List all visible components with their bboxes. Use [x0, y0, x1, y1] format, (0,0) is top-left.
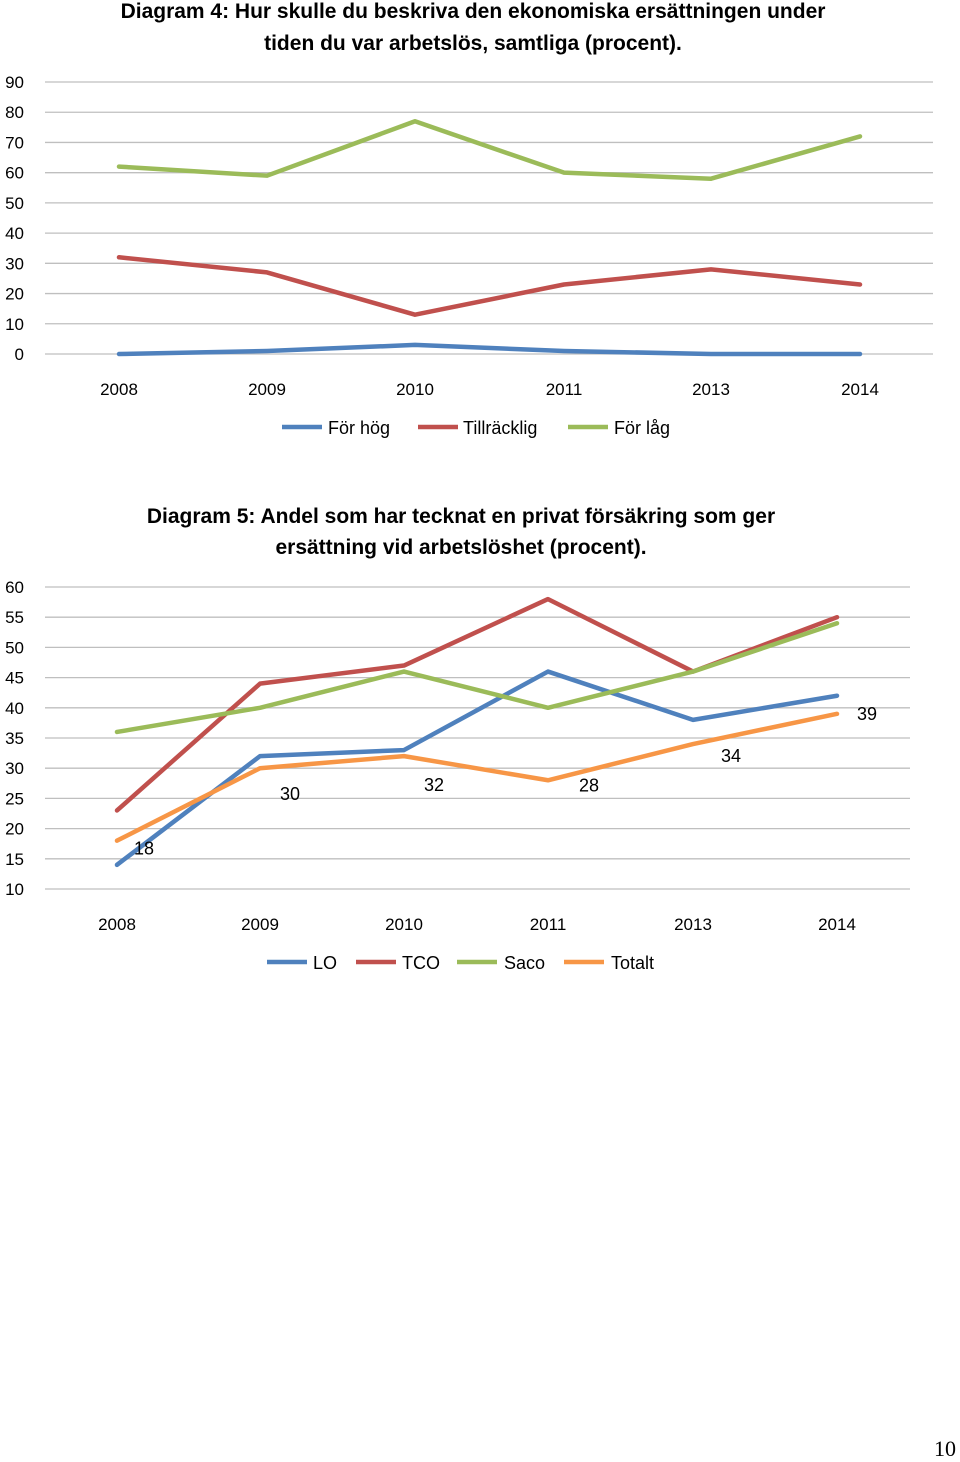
x-tick-label: 2008: [100, 380, 138, 399]
legend-label: För låg: [614, 418, 670, 438]
legend-label: LO: [313, 953, 337, 973]
data-label: 34: [721, 746, 741, 766]
legend-label: Tillräcklig: [463, 418, 537, 438]
chart-title-line: Diagram 5: Andel som har tecknat en priv…: [147, 505, 775, 528]
y-tick-label: 20: [5, 285, 24, 304]
y-tick-label: 35: [5, 729, 24, 748]
chart-title-line: ersättning vid arbetslöshet (procent).: [275, 536, 646, 559]
y-tick-label: 40: [5, 699, 24, 718]
legend-label: Saco: [504, 953, 545, 973]
x-tick-label: 2013: [692, 380, 730, 399]
chart-diagram-5: Diagram 5: Andel som har tecknat en priv…: [5, 505, 910, 973]
chart-diagram-4: Diagram 4: Hur skulle du beskriva den ek…: [5, 0, 933, 438]
series-line-för-hög: [116, 342, 863, 357]
y-tick-label: 0: [15, 345, 24, 364]
data-label: 32: [424, 775, 444, 795]
legend-label: TCO: [402, 953, 440, 973]
y-tick-label: 50: [5, 194, 24, 213]
series-line-lo: [114, 669, 840, 868]
series-line-tillräcklig: [116, 255, 863, 317]
data-label: 28: [579, 775, 599, 795]
series-line-tco: [114, 596, 840, 813]
y-tick-label: 10: [5, 315, 24, 334]
x-tick-label: 2010: [385, 915, 423, 934]
x-tick-label: 2010: [396, 380, 434, 399]
chart-title-line: tiden du var arbetslös, samtliga (procen…: [264, 32, 682, 55]
y-tick-label: 20: [5, 820, 24, 839]
series-line-saco: [114, 620, 840, 735]
data-label: 30: [280, 784, 300, 804]
chart-title-line: Diagram 4: Hur skulle du beskriva den ek…: [121, 0, 826, 23]
x-tick-label: 2011: [530, 915, 567, 934]
y-tick-label: 60: [5, 164, 24, 183]
y-tick-label: 70: [5, 133, 24, 152]
x-tick-label: 2013: [674, 915, 712, 934]
y-tick-label: 50: [5, 638, 24, 657]
y-tick-label: 30: [5, 254, 24, 273]
x-tick-label: 2008: [98, 915, 136, 934]
page-number: 10: [934, 1436, 956, 1461]
y-tick-label: 55: [5, 608, 24, 627]
x-tick-label: 2014: [841, 380, 879, 399]
y-tick-label: 90: [5, 73, 24, 92]
series-line-för-låg: [116, 119, 863, 181]
x-tick-label: 2011: [546, 380, 583, 399]
data-label: 18: [134, 839, 154, 859]
y-tick-label: 25: [5, 789, 24, 808]
y-tick-label: 60: [5, 578, 24, 597]
x-tick-label: 2014: [818, 915, 856, 934]
y-tick-label: 80: [5, 103, 24, 122]
y-tick-label: 45: [5, 669, 24, 688]
legend-label: Totalt: [611, 953, 654, 973]
data-label: 39: [857, 704, 877, 724]
y-tick-label: 30: [5, 759, 24, 778]
x-tick-label: 2009: [241, 915, 279, 934]
y-tick-label: 10: [5, 880, 24, 899]
legend-label: För hög: [328, 418, 390, 438]
y-tick-label: 40: [5, 224, 24, 243]
x-tick-label: 2009: [248, 380, 286, 399]
series-line-totalt: [114, 711, 840, 843]
y-tick-label: 15: [5, 850, 24, 869]
